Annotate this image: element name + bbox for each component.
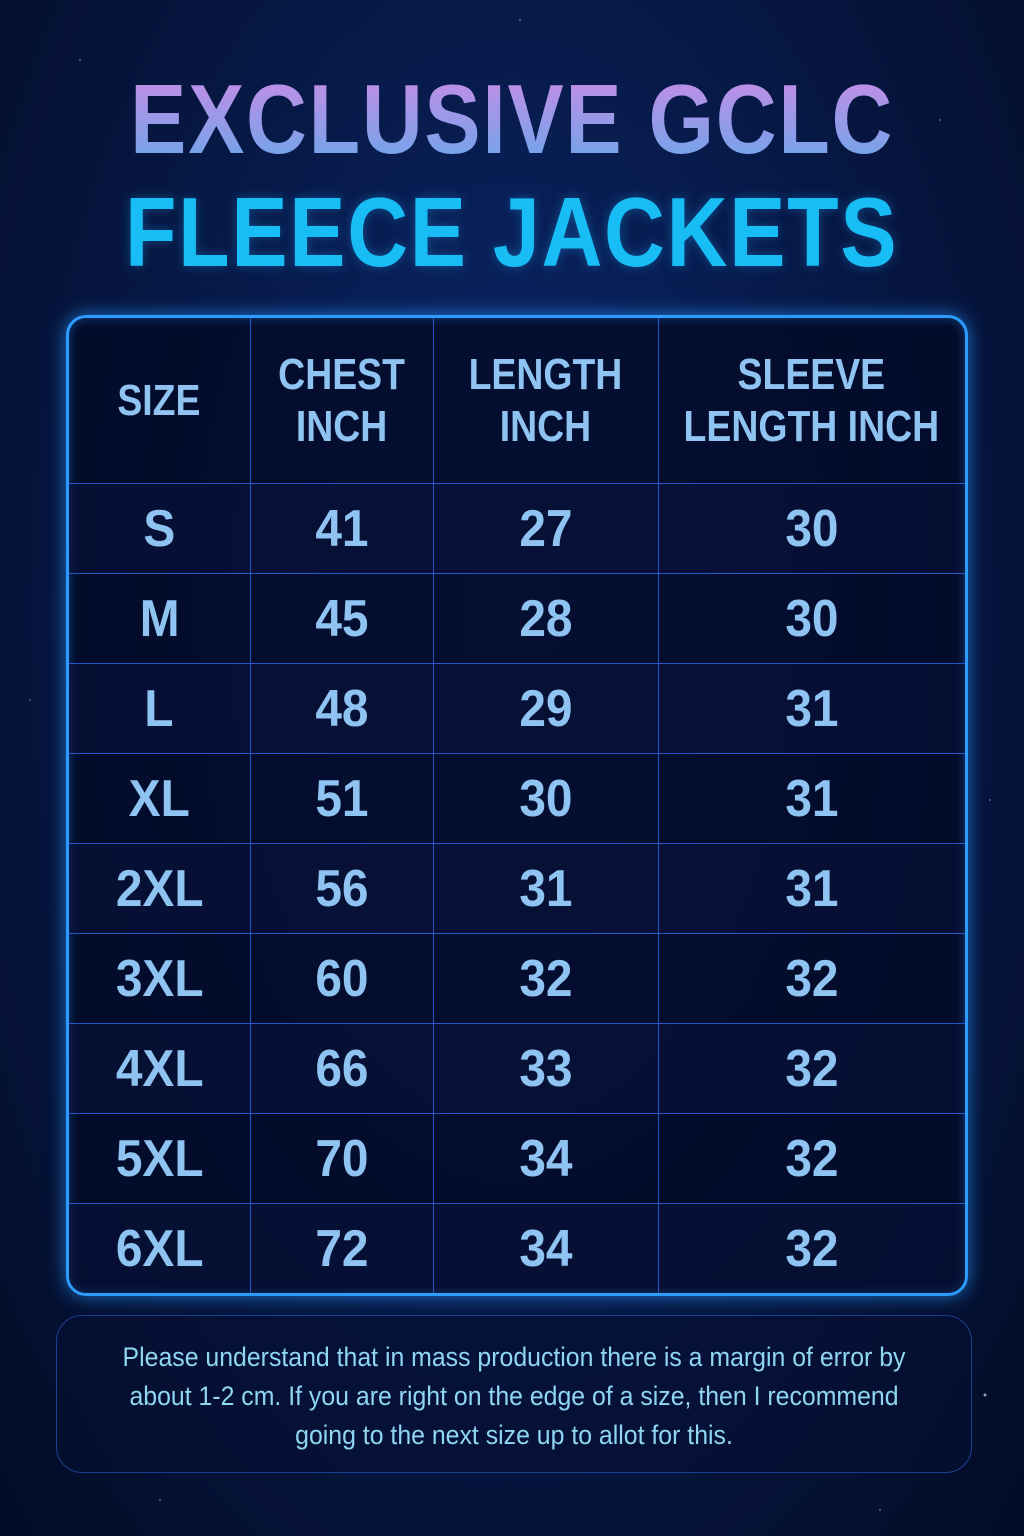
cell-value: 56 [314,859,369,918]
table-row: 6XL 72 34 32 [69,1203,965,1293]
cell-value: 30 [518,769,573,828]
cell-value: 5XL [115,1129,204,1188]
table-cell: 60 [249,933,434,1025]
cell-value: 32 [785,1129,839,1188]
title-line-2: FLEECE JACKETS [125,177,899,287]
table-cell: 66 [249,1023,434,1115]
table-cell: 31 [432,843,659,935]
cell-value: 70 [314,1129,369,1188]
table-row: 3XL 60 32 32 [69,933,965,1025]
table-cell: 32 [657,1203,965,1293]
cell-value: 72 [314,1219,369,1278]
cell-value: 31 [785,769,839,828]
cell-value: 4XL [115,1039,204,1098]
table-cell: 32 [657,1023,965,1115]
table-cell: 41 [249,482,434,575]
cell-value: 6XL [115,1219,204,1278]
cell-value: XL [128,769,190,828]
column-header: SLEEVE LENGTH INCH [657,318,965,484]
table-cell: XL [69,753,251,845]
cell-value: 30 [785,589,839,648]
cell-value: 33 [518,1039,573,1098]
column-header: LENGTH INCH [432,318,659,484]
table-row: 4XL 66 33 32 [69,1023,965,1115]
table-cell: 30 [657,573,965,665]
table-cell: 56 [249,843,434,935]
table-cell: 70 [249,1113,434,1205]
cell-value: 30 [785,499,839,558]
table-cell: 48 [249,663,434,755]
cell-value: 34 [518,1129,573,1188]
table-cell: 30 [432,753,659,845]
table-cell: L [69,663,251,755]
table-cell: 31 [657,753,965,845]
table-cell: 33 [432,1023,659,1115]
cell-value: 34 [518,1219,573,1278]
table-row: L 48 29 31 [69,663,965,755]
column-header-label: CHEST INCH [278,349,405,451]
cell-value: 66 [314,1039,369,1098]
column-header-label: SIZE [117,375,201,425]
table-row: XL 51 30 31 [69,753,965,845]
cell-value: 32 [785,1039,839,1098]
table-cell: 31 [657,663,965,755]
cell-value: 48 [314,679,369,738]
cell-value: 41 [314,499,369,558]
table-cell: 6XL [69,1203,251,1293]
column-header: SIZE [69,318,251,484]
table-cell: 34 [432,1113,659,1205]
table-row: 5XL 70 34 32 [69,1113,965,1205]
column-header-label: LENGTH INCH [468,349,623,451]
column-header-label: SLEEVE LENGTH INCH [683,349,940,451]
cell-value: 51 [314,769,369,828]
table-cell: 31 [657,843,965,935]
cell-value: L [144,679,174,738]
cell-value: 31 [518,859,573,918]
cell-value: S [143,499,176,558]
cell-value: 45 [314,589,369,648]
cell-value: 60 [314,949,369,1008]
sizing-note: Please understand that in mass productio… [56,1315,972,1473]
cell-value: 31 [785,679,839,738]
table-cell: 27 [432,482,659,575]
cell-value: 31 [785,859,839,918]
table-cell: 32 [657,1113,965,1205]
cell-value: 29 [518,679,573,738]
table-cell: 30 [657,482,965,575]
table-cell: 5XL [69,1113,251,1205]
cell-value: 32 [785,949,839,1008]
table-row: 2XL 56 31 31 [69,843,965,935]
cell-value: 27 [518,499,573,558]
cell-value: 28 [518,589,573,648]
table-row: M 45 28 30 [69,573,965,665]
table-header-row: SIZE CHEST INCH LENGTH INCH SLEEVE LENGTH INCH [69,318,965,484]
cell-value: M [139,589,180,648]
table-cell: 4XL [69,1023,251,1115]
cell-value: 2XL [115,859,204,918]
table-cell: 29 [432,663,659,755]
table-cell: 72 [249,1203,434,1293]
table-cell: 32 [657,933,965,1025]
table-row: S 41 27 30 [69,482,965,575]
cell-value: 3XL [115,949,204,1008]
cell-value: 32 [785,1219,839,1278]
table-cell: 3XL [69,933,251,1025]
size-chart-table: SIZE CHEST INCH LENGTH INCH SLEEVE LENGTH INCH… [66,315,968,1296]
table-cell: M [69,573,251,665]
table-cell: 51 [249,753,434,845]
column-header: CHEST INCH [249,318,434,484]
cell-value: 32 [518,949,573,1008]
table-cell: S [69,482,251,575]
table-cell: 28 [432,573,659,665]
table-cell: 2XL [69,843,251,935]
title-line-1: EXCLUSIVE GCLC [130,64,894,174]
table-cell: 32 [432,933,659,1025]
table-cell: 34 [432,1203,659,1293]
table-cell: 45 [249,573,434,665]
